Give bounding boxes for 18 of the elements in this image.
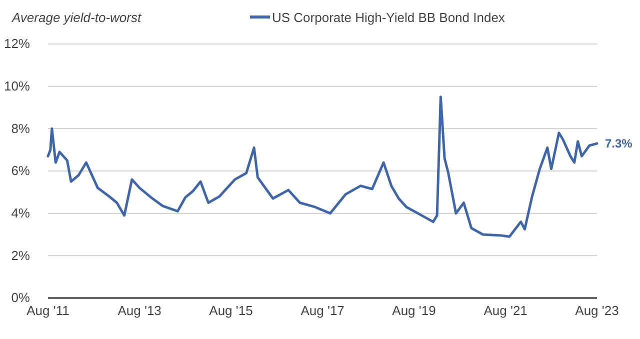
legend-label: US Corporate High-Yield BB Bond Index: [272, 10, 506, 25]
y-tick-label: 0%: [11, 290, 30, 306]
x-tick-label: Aug '13: [118, 303, 162, 318]
y-tick-label: 2%: [11, 248, 30, 263]
x-tick-label: Aug '19: [392, 303, 436, 318]
y-axis-title: Average yield-to-worst: [11, 10, 142, 25]
x-tick-label: Aug '21: [484, 303, 528, 318]
y-tick-label: 6%: [11, 163, 30, 178]
x-tick-label: Aug '11: [26, 303, 70, 318]
y-tick-label: 10%: [4, 78, 30, 94]
x-tick-label: Aug '17: [300, 303, 344, 318]
x-tick-label: Aug '23: [575, 303, 619, 318]
y-tick-label: 8%: [11, 120, 30, 136]
annotation: 7.3%: [605, 136, 633, 150]
line-series: [46, 96, 598, 238]
y-tick-label: 4%: [11, 205, 30, 220]
x-tick-label: Aug '15: [209, 303, 253, 318]
y-tick-label: 12%: [4, 36, 30, 52]
